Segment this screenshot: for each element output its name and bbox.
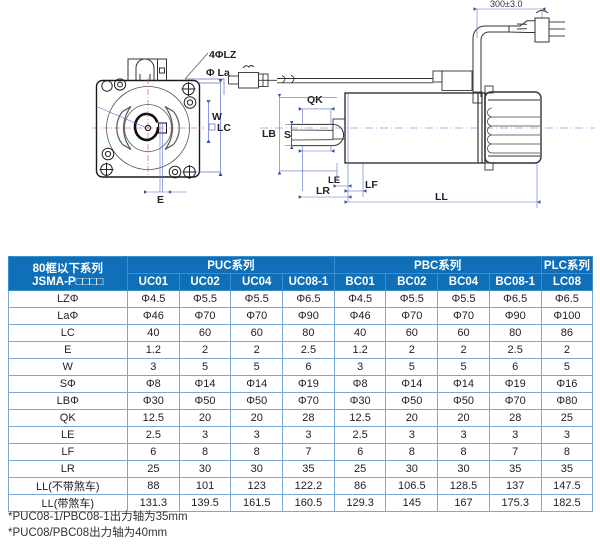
svg-text:LC: LC	[217, 122, 231, 134]
svg-text:QK: QK	[307, 94, 323, 106]
svg-text:LL: LL	[435, 191, 448, 203]
svg-text:300±3.0: 300±3.0	[490, 0, 522, 9]
svg-text:4ΦLZ: 4ΦLZ	[209, 49, 237, 61]
svg-text:LR: LR	[316, 185, 330, 197]
svg-text:Φ La: Φ La	[206, 67, 230, 79]
svg-text:S: S	[284, 129, 291, 141]
svg-text:LF: LF	[365, 179, 378, 191]
svg-text:E: E	[157, 194, 164, 206]
svg-text:LB: LB	[262, 128, 276, 140]
